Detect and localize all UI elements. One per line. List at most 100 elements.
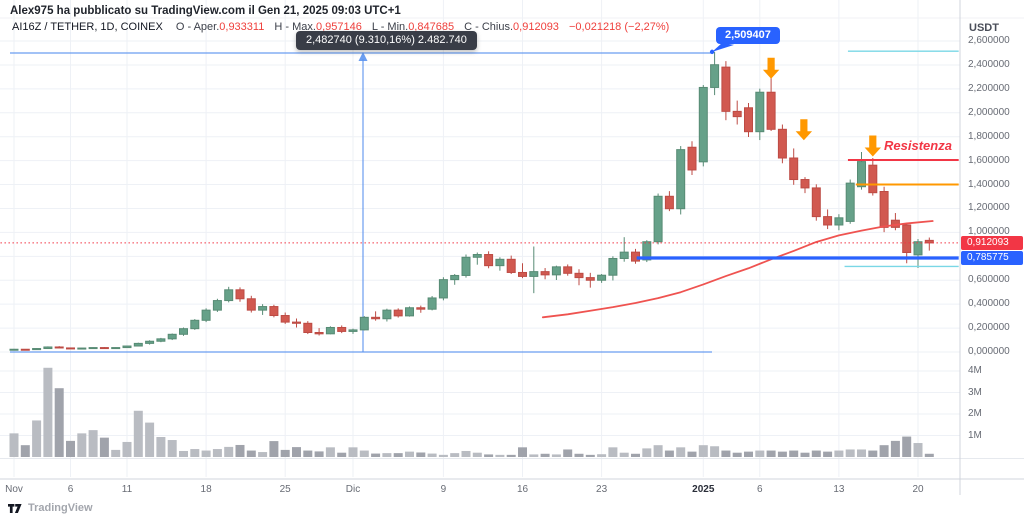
volume-bar [43, 367, 53, 457]
attribution-text: Alex975 ha pubblicato su TradingView.com… [10, 5, 401, 17]
attribution-line: Alex975 ha pubblicato su TradingView.com… [10, 5, 401, 17]
candle [800, 179, 810, 189]
volume-bar [156, 437, 166, 457]
volume-tick-label: 2M [968, 408, 982, 419]
candle [111, 347, 121, 350]
candle [902, 224, 912, 253]
price-tick-label: 1,800000 [968, 130, 1010, 142]
candle [337, 326, 347, 332]
down-arrow-icon [762, 57, 780, 79]
candle [32, 348, 42, 351]
time-tick-label: 23 [596, 484, 608, 495]
price-tick-label: 0,000000 [968, 346, 1010, 357]
candle [314, 332, 324, 335]
open-label: O - Aper. [175, 21, 220, 33]
volume-tick-label: 4M [968, 365, 982, 376]
candle [325, 326, 335, 335]
candle [755, 91, 765, 133]
volume-bar [472, 452, 482, 457]
measure-arrowhead [358, 52, 368, 61]
candle [777, 128, 787, 159]
candle [224, 289, 234, 302]
candle [676, 149, 686, 210]
volume-bar [755, 450, 765, 457]
candle [744, 107, 753, 133]
candle [269, 306, 279, 317]
volume-bar [54, 388, 64, 457]
volume-bar [721, 450, 731, 457]
volume-bar [371, 453, 381, 457]
high-anchor-dot [709, 49, 715, 55]
time-tick-label: 6 [67, 484, 74, 495]
volume-bar [111, 449, 121, 457]
volume-bar [766, 450, 776, 457]
candle [438, 279, 448, 299]
candle [122, 345, 132, 349]
candle [766, 91, 776, 130]
volume-bar [359, 450, 369, 457]
high-price-callout[interactable]: 2,509407 [716, 27, 780, 44]
volume-bar [32, 420, 42, 457]
symbol-title[interactable]: AI16Z / TETHER, 1D, COINEX [12, 21, 163, 33]
candle [405, 307, 414, 317]
candle [303, 322, 313, 334]
candle [518, 271, 527, 277]
volume-bar [585, 454, 595, 457]
candle [789, 157, 799, 181]
volume-bar [438, 454, 448, 457]
footer-bar: TradingView [8, 500, 93, 516]
price-tick-label: 2,200000 [968, 82, 1010, 94]
volume-tick-label: 1M [968, 429, 982, 441]
volume-bar [902, 436, 912, 457]
candle [145, 340, 155, 344]
volume-bar [427, 453, 437, 457]
tradingview-logo-icon[interactable] [8, 502, 22, 515]
volume-bar [710, 446, 720, 457]
candle [43, 346, 53, 350]
volume-bar [540, 453, 550, 457]
volume-bar [77, 433, 87, 457]
candle [913, 241, 923, 256]
volume-bar [653, 445, 663, 457]
candle [687, 146, 697, 171]
volume-bar [789, 450, 799, 457]
low-value: 0,847685 [408, 21, 455, 33]
candle [834, 217, 844, 226]
change-value: −0,021218 (−2,27%) [569, 21, 670, 33]
candle [608, 257, 618, 276]
volume-bar [258, 452, 268, 457]
volume-bar [518, 447, 527, 457]
volume-bar [484, 454, 494, 457]
price-tick-label: 0,200000 [968, 322, 1010, 334]
candle [574, 272, 584, 279]
candle [664, 195, 674, 210]
volume-bar [246, 450, 256, 457]
close-label: C - Chius. [464, 21, 514, 33]
price-axis-currency-label[interactable]: USDT [969, 22, 999, 34]
candle [348, 329, 358, 332]
ma-curve [541, 220, 934, 319]
volume-bar [88, 430, 98, 457]
volume-bar [167, 440, 177, 457]
candle [190, 319, 200, 330]
candle [99, 347, 109, 350]
time-tick-label: 13 [833, 484, 845, 495]
candle [563, 266, 573, 274]
candle [868, 164, 878, 194]
candle [280, 315, 290, 323]
close-value: 0,912093 [513, 21, 559, 33]
down-arrow-icon [864, 135, 881, 157]
candle [879, 190, 889, 228]
volume-bar [20, 445, 30, 457]
price-tick-label: 0,600000 [968, 274, 1010, 286]
volume-bar [913, 443, 923, 457]
tradingview-brand-text[interactable]: TradingView [28, 502, 93, 514]
volume-bar [642, 448, 652, 457]
volume-bar [224, 446, 234, 457]
candle [845, 182, 855, 222]
volume-bar [563, 449, 573, 457]
time-tick-label: Nov [5, 484, 23, 495]
volume-tick-label: 3M [968, 386, 982, 398]
volume-bar [664, 450, 674, 457]
